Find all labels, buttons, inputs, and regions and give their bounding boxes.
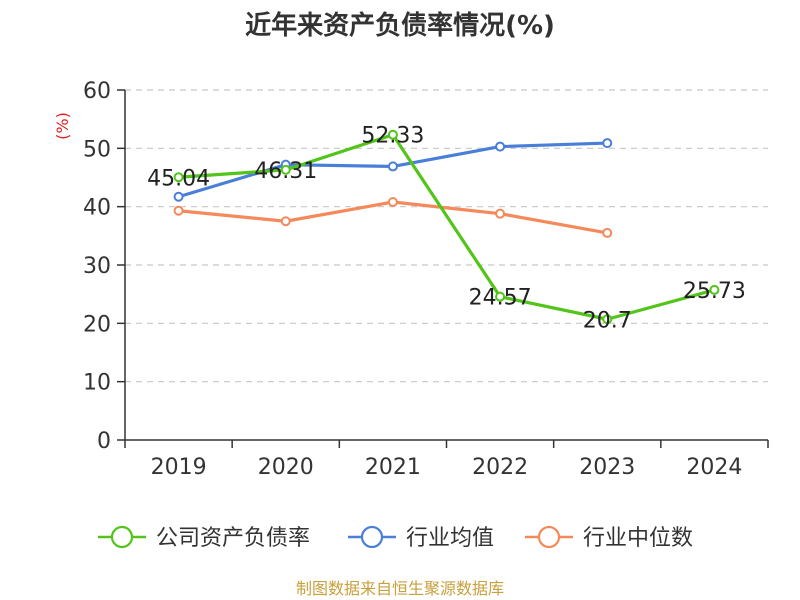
legend-marker bbox=[537, 525, 561, 549]
x-tick-label: 2022 bbox=[472, 455, 528, 480]
data-point bbox=[173, 172, 184, 183]
legend-marker bbox=[110, 525, 134, 549]
data-labels: 45.04 46.31 52.33 24.57 20.7 25.73 bbox=[147, 124, 746, 334]
x-tick-label: 2019 bbox=[151, 455, 207, 480]
data-point bbox=[602, 314, 613, 325]
data-point bbox=[495, 291, 506, 302]
series-line bbox=[178, 133, 715, 321]
axes: 0 10 20 30 40 50 60 2019 2020 2021 2022 2023 2024 bbox=[83, 79, 769, 480]
data-label: 20.7 bbox=[583, 308, 632, 333]
y-tick-label: 40 bbox=[83, 196, 111, 221]
data-label: 25.73 bbox=[683, 279, 746, 304]
x-tick-label: 2020 bbox=[258, 455, 314, 480]
legend-label: 公司资产负债率 bbox=[156, 526, 310, 551]
data-point bbox=[387, 129, 398, 140]
data-label: 52.33 bbox=[361, 124, 424, 149]
data-point bbox=[495, 141, 506, 152]
y-tick-label: 10 bbox=[83, 371, 111, 396]
data-point bbox=[602, 138, 613, 149]
series-lines bbox=[173, 129, 720, 325]
source-note: 制图数据来自恒生聚源数据库 bbox=[296, 579, 504, 598]
y-tick-label: 0 bbox=[97, 429, 111, 454]
data-point bbox=[280, 164, 291, 175]
data-point bbox=[173, 205, 184, 216]
x-tick-label: 2024 bbox=[686, 455, 742, 480]
y-axis-unit: (%) bbox=[53, 112, 72, 140]
grid-lines bbox=[125, 89, 768, 383]
y-tick-label: 20 bbox=[83, 312, 111, 337]
data-label: 24.57 bbox=[469, 286, 532, 311]
data-label: 45.04 bbox=[147, 166, 210, 191]
y-tick-label: 30 bbox=[83, 254, 111, 279]
data-point bbox=[709, 284, 720, 295]
x-tick-label: 2021 bbox=[365, 455, 421, 480]
data-point bbox=[602, 227, 613, 238]
legend-label: 行业中位数 bbox=[583, 526, 693, 551]
data-point bbox=[280, 216, 291, 227]
data-point bbox=[387, 161, 398, 172]
legend: 公司资产负债率 行业均值 行业中位数 bbox=[98, 525, 693, 551]
y-tick-label: 50 bbox=[83, 137, 111, 162]
x-tick-label: 2023 bbox=[579, 455, 635, 480]
chart-title: 近年来资产负债率情况(%) bbox=[245, 10, 555, 41]
legend-marker bbox=[360, 525, 384, 549]
y-tick-label: 60 bbox=[83, 79, 111, 104]
data-point bbox=[173, 191, 184, 202]
data-point bbox=[495, 208, 506, 219]
legend-label: 行业均值 bbox=[406, 526, 494, 551]
data-label: 46.31 bbox=[254, 159, 317, 184]
data-point bbox=[387, 197, 398, 207]
